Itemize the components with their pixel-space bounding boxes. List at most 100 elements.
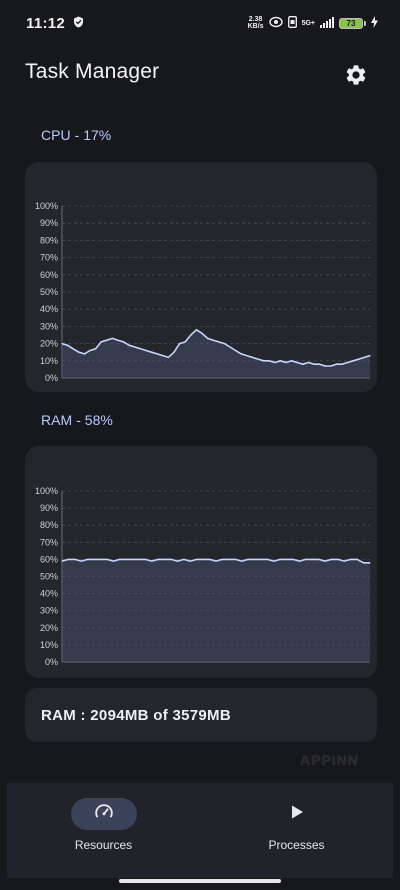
data-point [285, 361, 287, 364]
ram-chart: 0% 10% 20% 30% 40% 50% 60% 70% 80% 90% 100% [35, 486, 371, 667]
data-point [162, 355, 164, 357]
data-point [337, 558, 339, 560]
series-area [62, 329, 370, 378]
data-point [266, 558, 268, 560]
nav-item-processes[interactable]: Processes [200, 783, 393, 878]
nav-item-resources[interactable]: Resources [7, 783, 200, 878]
home-indicator[interactable] [119, 879, 281, 883]
y-tick-label: 80% [40, 520, 58, 530]
status-bar: 11:12 2.38 KB/s 5G+ 73 [0, 0, 400, 46]
data-point [335, 363, 337, 365]
y-tick-label: 30% [40, 606, 58, 616]
cpu-chart: 0% 10% 20% 30% 40% 50% 60% 70% 80% 90% 100% [35, 201, 371, 383]
data-point [112, 560, 114, 562]
data-point [95, 348, 97, 350]
y-tick-label: 20% [40, 339, 58, 349]
y-tick-label: 10% [40, 356, 58, 366]
y-tick-label: 90% [40, 218, 58, 228]
y-tick-label: 50% [40, 572, 58, 582]
data-point [319, 363, 321, 365]
data-point [106, 339, 108, 341]
data-point [298, 560, 300, 562]
data-point [302, 363, 304, 365]
data-point [128, 344, 130, 346]
data-point [106, 558, 108, 560]
y-tick-label: 0% [45, 373, 58, 383]
data-point [184, 341, 186, 343]
settings-button[interactable] [342, 63, 370, 91]
y-tick-label: 60% [40, 554, 58, 564]
series-line [61, 329, 371, 367]
data-point [274, 361, 276, 364]
data-point [257, 358, 259, 360]
data-point [144, 558, 146, 560]
data-point [253, 558, 256, 560]
data-point [352, 360, 354, 362]
data-point [247, 558, 249, 560]
data-point [235, 349, 237, 352]
data-point [179, 343, 181, 345]
nav-pill-resources [70, 798, 137, 830]
data-point [80, 560, 82, 562]
data-point [330, 365, 332, 367]
ram-summary-text: RAM : 2094MB of 3579MB [41, 706, 231, 724]
battery-icon: 73 [339, 17, 366, 29]
play-icon [290, 804, 304, 825]
data-point [286, 558, 288, 560]
ram-label-separator: - [76, 412, 81, 428]
y-tick-label: 90% [40, 503, 58, 513]
data-point [190, 334, 192, 336]
series-area [62, 559, 370, 662]
data-point [318, 558, 320, 560]
data-point [369, 562, 371, 564]
data-point [291, 360, 293, 362]
data-point [134, 346, 136, 348]
y-tick-label: 0% [45, 657, 58, 667]
data-point [246, 355, 248, 357]
y-tick-label: 100% [35, 486, 58, 496]
data-point [138, 558, 140, 560]
data-point [83, 353, 85, 355]
signal-icon [320, 15, 334, 31]
speedometer-icon [93, 801, 115, 828]
data-point [132, 558, 134, 560]
data-point [363, 562, 365, 564]
data-point [202, 558, 204, 560]
data-point [307, 361, 309, 364]
data-point [170, 558, 172, 560]
data-point [296, 361, 298, 364]
y-tick-label: 60% [40, 270, 58, 280]
nav-pill-processes [264, 798, 330, 830]
y-tick-label: 70% [40, 253, 58, 263]
cpu-label-name: CPU [41, 127, 71, 143]
data-point [61, 343, 63, 345]
sim-icon [287, 15, 297, 31]
y-tick-label: 80% [40, 235, 58, 245]
data-point [223, 343, 225, 345]
data-point [195, 329, 197, 331]
data-point [151, 351, 153, 353]
data-point [215, 560, 217, 562]
data-point [218, 341, 220, 343]
net-speed-value: 2.38 [248, 16, 263, 23]
data-point [212, 339, 214, 341]
data-point [67, 344, 69, 346]
shield-icon [73, 15, 84, 31]
data-point [234, 558, 236, 560]
data-point [305, 558, 307, 560]
data-point [176, 560, 179, 562]
data-point [207, 337, 209, 339]
page-title: Task Manager [25, 60, 160, 83]
signal-label: 5G+ [301, 19, 315, 27]
data-point [363, 356, 365, 358]
data-point [164, 558, 166, 560]
data-point [228, 558, 230, 560]
y-tick-label: 30% [40, 321, 58, 331]
data-point [356, 558, 358, 560]
data-point [209, 558, 211, 560]
data-point [111, 337, 113, 339]
data-point [279, 360, 281, 362]
data-point [263, 360, 265, 362]
data-point [273, 560, 275, 562]
